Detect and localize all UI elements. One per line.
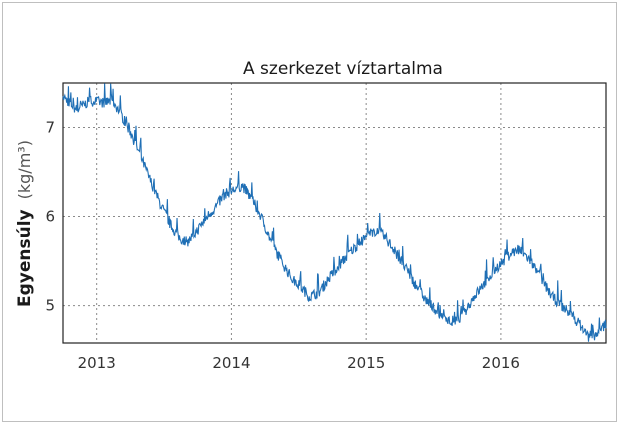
x-tick-label: 2014 bbox=[212, 354, 250, 372]
series-line bbox=[62, 83, 607, 342]
grid-lines bbox=[63, 83, 606, 343]
y-tick-label: 5 bbox=[45, 297, 55, 315]
y-tick-label: 6 bbox=[45, 208, 55, 226]
chart-title: A szerkezet víztartalma bbox=[243, 59, 443, 79]
x-tick-label: 2013 bbox=[78, 354, 116, 372]
x-tick-label: 2015 bbox=[347, 354, 385, 372]
y-axis-label-main: Egyensúly bbox=[15, 209, 35, 307]
y-axis-label: Egyensúly (kg/m³) bbox=[15, 140, 35, 307]
y-tick-label: 7 bbox=[45, 119, 55, 137]
tick-labels: 2013 2014 2015 2016 5 6 7 bbox=[45, 119, 520, 372]
plot-area bbox=[62, 82, 607, 344]
x-tick-label: 2016 bbox=[482, 354, 520, 372]
y-axis-label-unit: (kg/m³) bbox=[15, 140, 34, 199]
chart-frame bbox=[2, 2, 617, 422]
